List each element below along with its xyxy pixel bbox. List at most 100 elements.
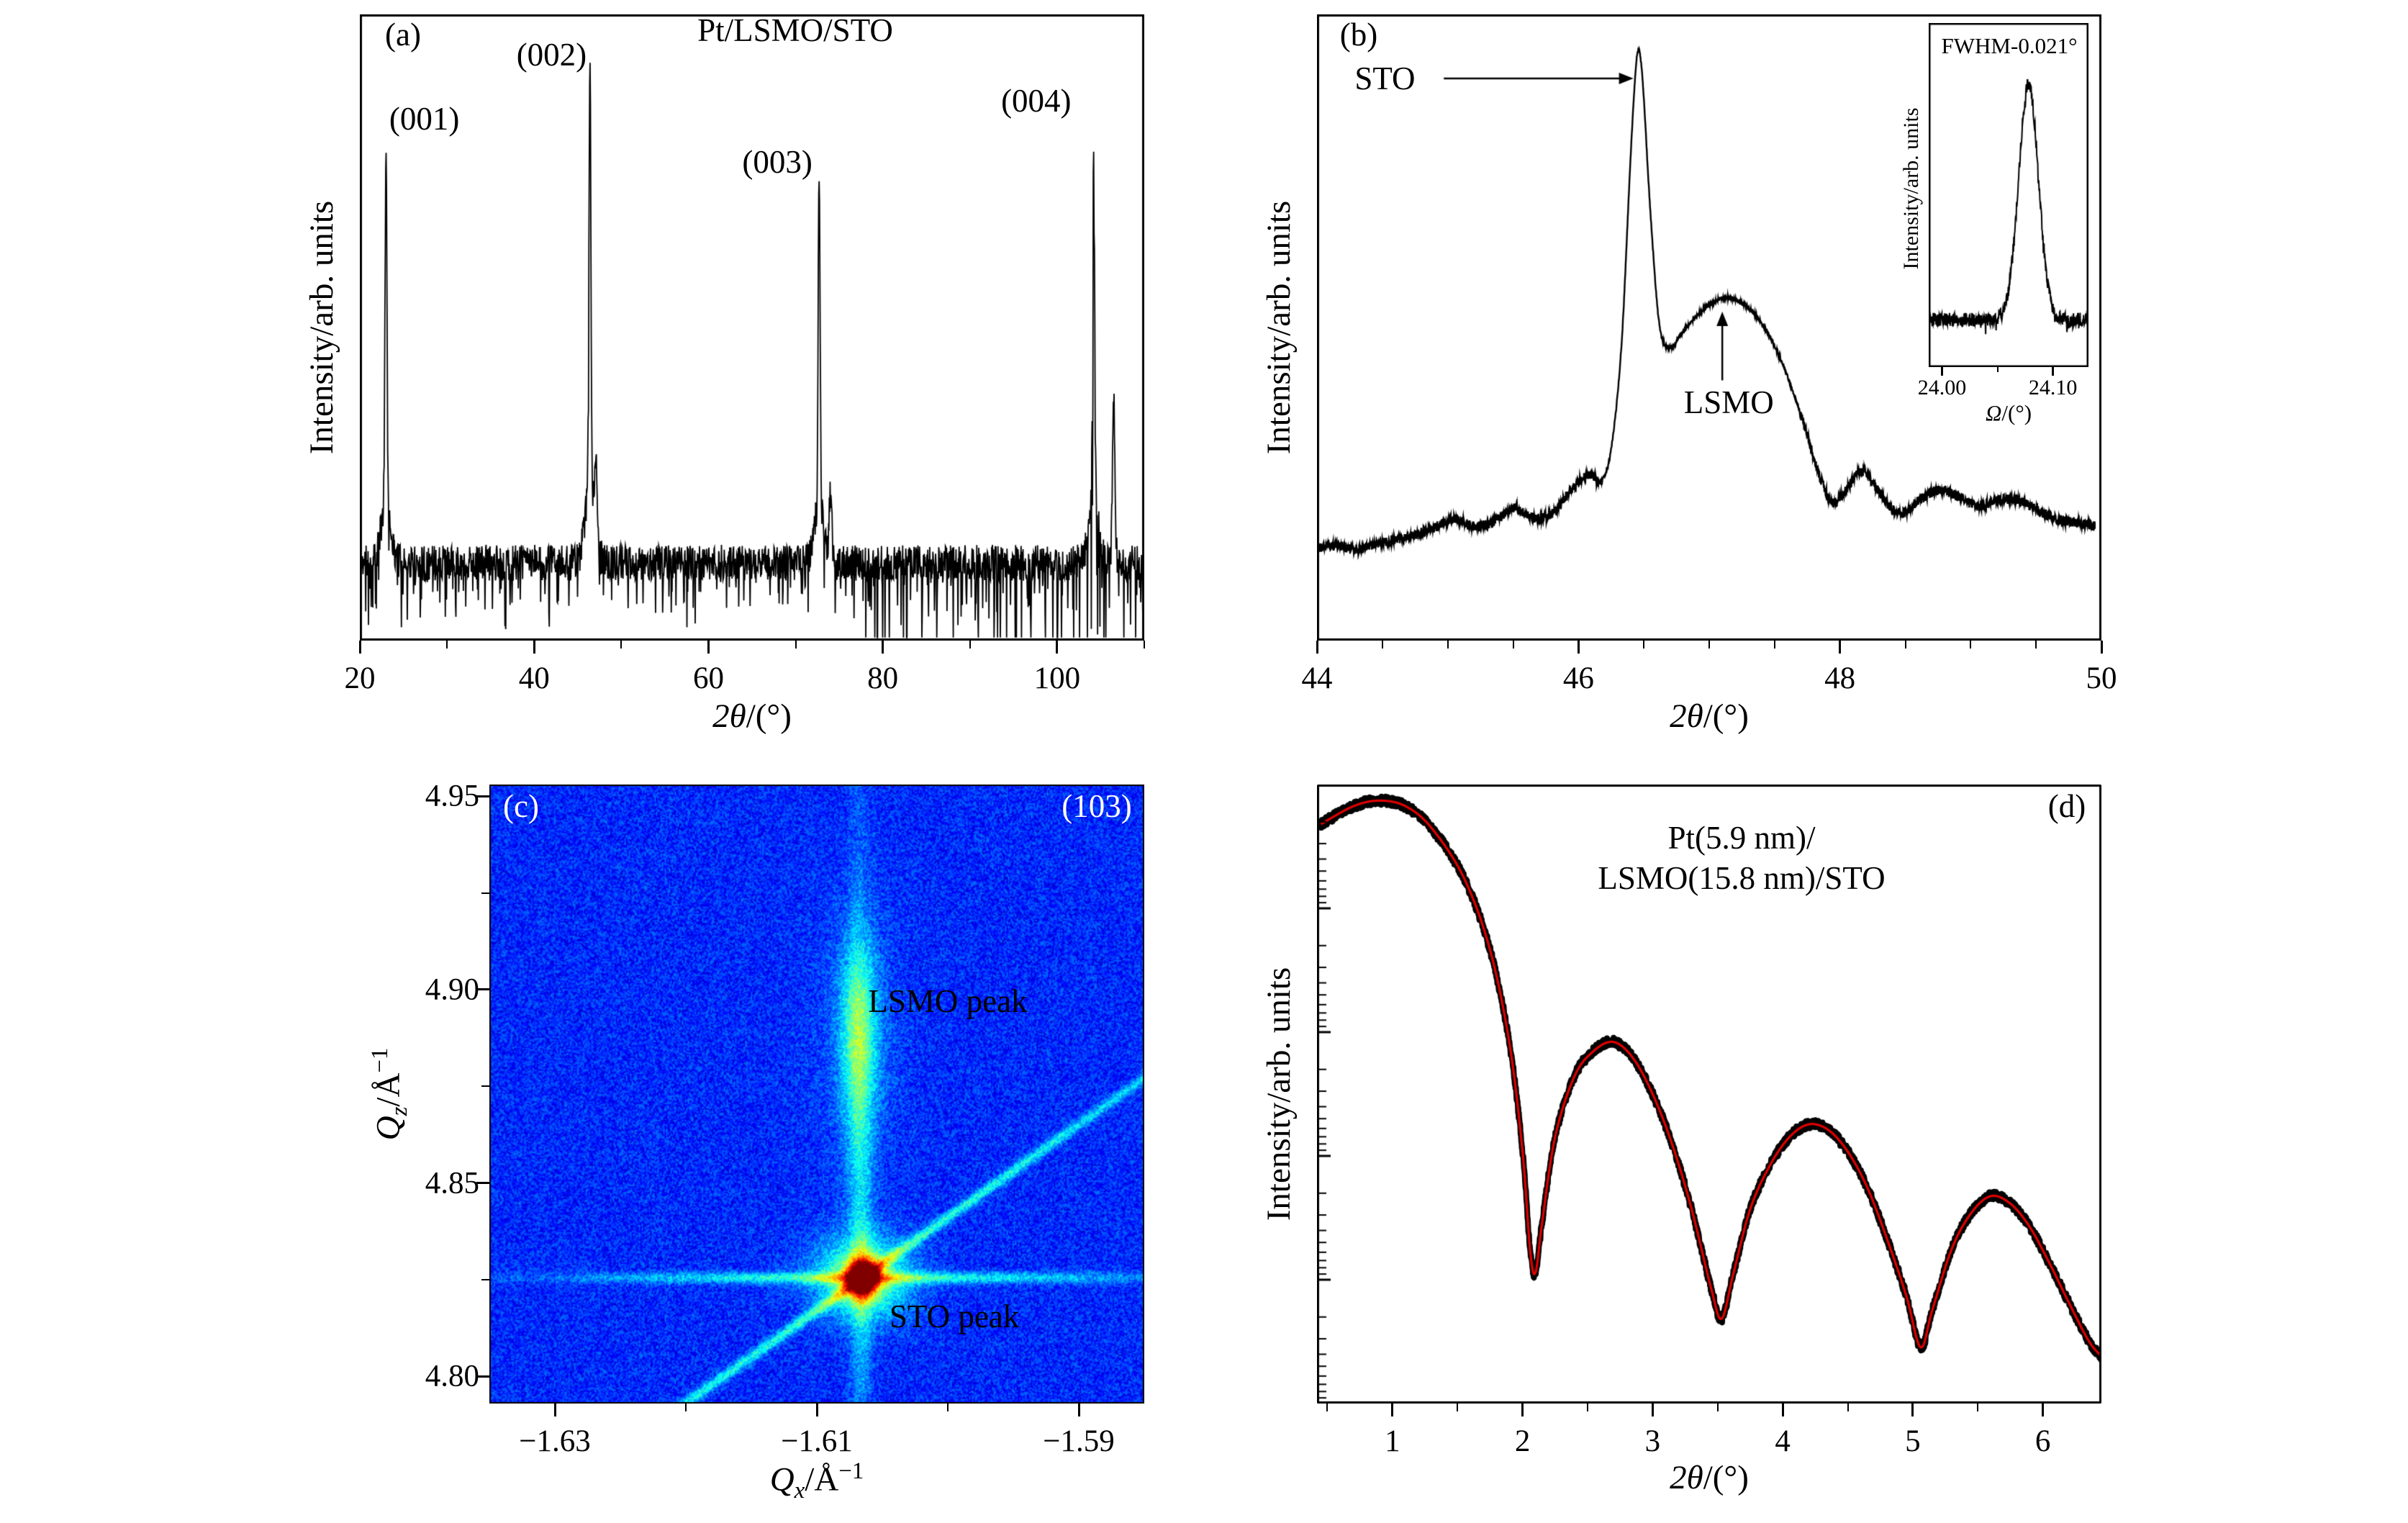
axis-tick [481,1085,489,1088]
panel-b-annotation: LSMO [1683,384,1774,421]
axis-tick [1447,641,1449,648]
inset-x-axis-label: Ω/(°) [1986,400,2032,426]
axis-tick [969,641,971,648]
x-tick-label: 48 [1824,661,1856,695]
axis-tick [481,892,489,894]
panel-a-xrd-plot [360,14,1144,641]
inset-y-axis-label: Intensity/arb. units [1899,107,1923,270]
axis-tick [1643,641,1645,648]
qz-symbol: Q [369,1116,407,1141]
y-tick-label: 4.95 [425,779,479,813]
axis-tick [1391,1404,1394,1416]
axis-tick [1144,641,1145,648]
panel-d-x-axis-label: 2θ/(°) [1670,1458,1749,1497]
x-tick-label: 1 [1385,1424,1400,1458]
axis-tick [476,795,489,797]
axis-tick [882,641,884,654]
axis-tick [1577,641,1580,654]
axis-tick [476,1375,489,1378]
panel-b-letter: (b) [1339,17,1378,53]
panel-d-y-axis-label: Intensity/arb. units [1260,967,1298,1221]
panel-a-letter: (a) [385,17,421,53]
y-tick-label: 4.80 [425,1359,479,1393]
x-tick-label: 3 [1644,1424,1661,1458]
axis-tick [1651,1404,1654,1416]
x-tick-label: 24.00 [1917,376,1967,399]
x-tick-label: 60 [692,661,724,695]
axis-tick [533,641,535,654]
panel-a-peak-label: (002) [516,36,587,73]
axis-tick [1839,641,1842,654]
x-tick-label: 6 [2034,1424,2051,1458]
panel-b-y-axis-label: Intensity/arb. units [1260,200,1298,455]
axis-tick [1586,1404,1588,1411]
axis-tick [481,1279,489,1280]
two-theta-symbol: 2θ [1670,697,1703,735]
x-tick-label: 2 [1514,1424,1531,1458]
inset-fwhm-label: FWHM-0.021° [1941,33,2078,58]
axis-tick [553,1404,556,1416]
axis-tick [1716,1404,1719,1411]
axis-tick [476,1182,489,1185]
x-tick-label: 80 [867,661,899,695]
axis-tick [1316,641,1318,654]
panel-a-x-axis-label: 2θ/(°) [712,697,792,736]
panel-d-sample-label-line1: Pt(5.9 nm)/ [1667,820,1816,856]
two-theta-symbol: 2θ [712,697,746,735]
two-theta-symbol: 2θ [1670,1459,1703,1496]
qz-subscript: z [386,1106,413,1116]
axis-tick [620,641,623,648]
panel-a-peak-label: (003) [742,144,813,181]
x-tick-label: 4 [1775,1424,1791,1458]
x-tick-label: 50 [2086,661,2117,695]
axis-tick [1077,1404,1080,1416]
y-tick-label: 4.90 [425,972,479,1007]
x-tick-label: 40 [518,661,550,695]
axis-unit: /Å [805,1460,839,1499]
x-tick-label: 5 [1905,1424,1921,1458]
panel-b-rocking-curve-inset-plot [1929,23,2088,367]
axis-tick [1381,641,1383,648]
panel-c-peak-label: LSMO peak [868,983,1028,1019]
axis-tick [947,1404,949,1411]
panel-c-reciprocal-space-map [489,785,1144,1404]
axis-tick [1056,641,1059,654]
axis-tick [1512,641,1514,648]
axis-tick [358,641,361,654]
x-tick-label: 100 [1033,661,1081,695]
axis-tick [2052,367,2055,376]
omega-symbol: Ω [1985,400,2002,425]
panel-d-letter: (d) [2047,788,2086,824]
qx-symbol: Q [769,1460,795,1499]
panel-d-reflectivity-plot [1317,785,2101,1404]
axis-tick [1970,641,1972,648]
x-tick-label: −1.59 [1043,1424,1115,1458]
axis-tick [2100,641,2103,654]
axis-tick [707,641,710,654]
axis-tick [1708,641,1710,648]
panel-d-sample-label-line2: LSMO(15.8 nm)/STO [1598,860,1886,896]
panel-a-peak-label: (004) [1001,83,1072,119]
x-tick-label: 46 [1562,661,1594,695]
axis-tick [815,1404,818,1416]
axis-tick [1847,1404,1849,1411]
axis-tick [1326,1404,1329,1411]
panel-a-peak-label: (001) [389,101,460,137]
panel-b-x-axis-label: 2θ/(°) [1670,697,1749,736]
panel-b-annotation: STO [1354,60,1416,96]
panel-a-sample-title: Pt/LSMO/STO [697,12,893,48]
x-tick-label: −1.61 [781,1424,853,1458]
axis-unit: /Å [369,1072,407,1107]
y-tick-label: 4.85 [425,1166,479,1201]
axis-tick [1996,367,1999,372]
panel-c-reflection-label: (103) [1062,788,1132,824]
axis-unit: /(°) [2001,400,2032,425]
panel-c-x-axis-label: Qx/Å−1 [770,1458,864,1504]
axis-exponent: −1 [838,1458,864,1484]
axis-tick [1773,641,1775,648]
axis-tick [685,1404,687,1411]
axis-tick [1521,1404,1524,1416]
axis-tick [2035,641,2037,648]
axis-tick [1977,1404,1979,1411]
